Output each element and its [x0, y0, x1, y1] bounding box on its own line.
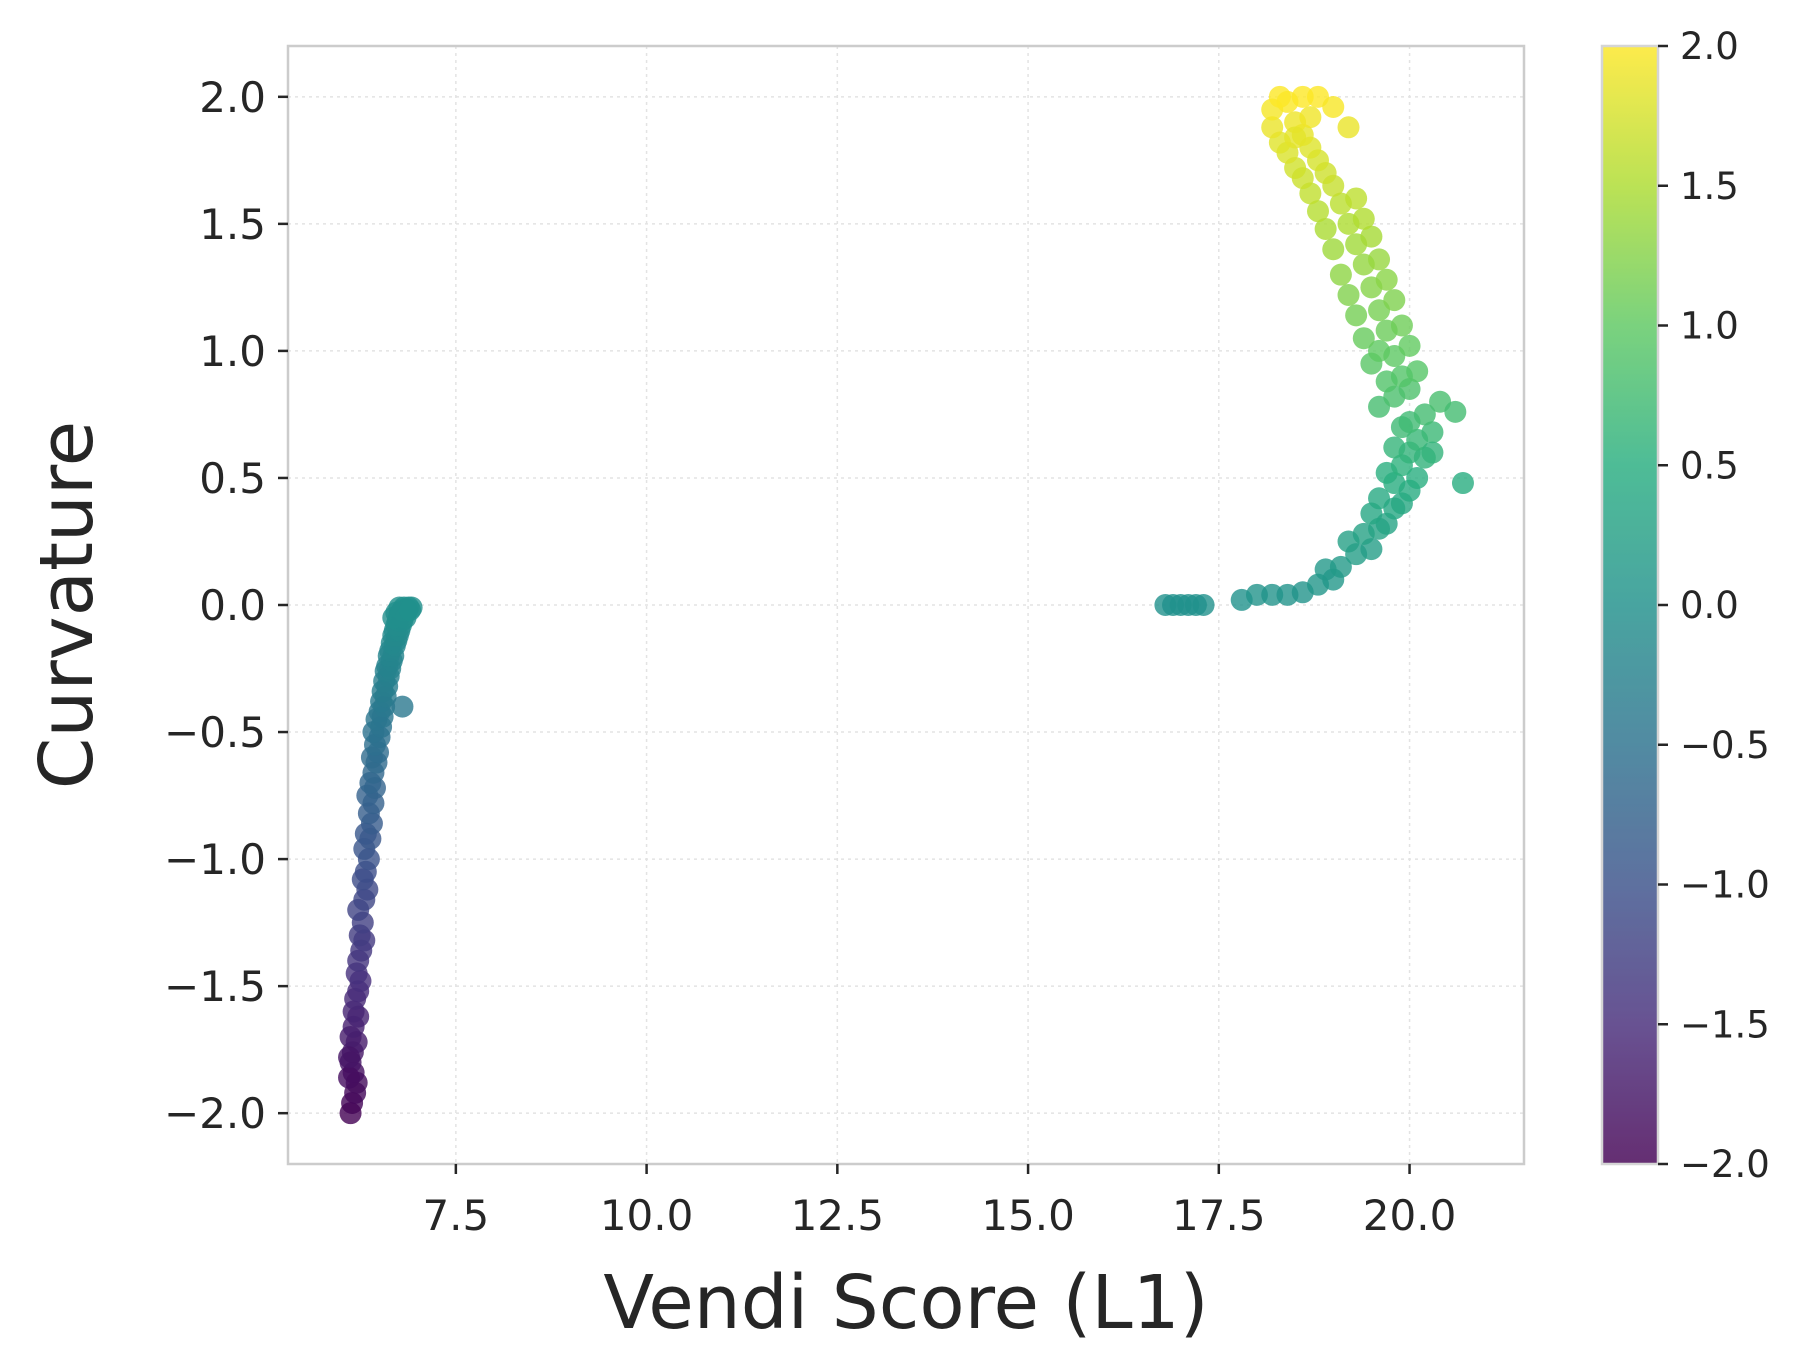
scatter-point: [1299, 106, 1322, 129]
scatter-point: [1268, 85, 1291, 108]
y-tick-label: 0.0: [199, 581, 266, 630]
x-axis-title: Vendi Score (L1): [603, 1260, 1208, 1346]
scatter-point: [1368, 248, 1391, 271]
scatter-point: [1261, 116, 1284, 139]
scatter-point: [1261, 583, 1284, 606]
scatter-point: [1329, 555, 1352, 578]
scatter-point: [1368, 487, 1391, 510]
scatter-point: [1360, 225, 1383, 248]
scatter-point: [338, 1066, 361, 1089]
data-points: [338, 85, 1474, 1125]
x-tick-label: 12.5: [791, 1191, 885, 1240]
scatter-point: [1345, 187, 1368, 210]
scatter-point: [1307, 200, 1329, 223]
colorbar-tick-label: 1.0: [1680, 305, 1739, 348]
y-tick-label: −1.0: [164, 835, 266, 884]
scatter-point: [1322, 238, 1345, 261]
scatter-point: [1245, 583, 1268, 606]
scatter-point: [1413, 403, 1436, 426]
scatter-point: [1398, 334, 1421, 357]
scatter-point: [1383, 289, 1406, 312]
y-tick-label: 2.0: [199, 73, 266, 122]
scatter-point: [400, 596, 423, 619]
scatter-point: [1314, 217, 1337, 240]
scatter-point: [338, 1046, 361, 1069]
y-tick-label: −1.5: [164, 962, 266, 1011]
scatter-point: [1421, 441, 1444, 464]
x-tick-label: 17.5: [1172, 1191, 1266, 1240]
y-tick-label: 1.5: [199, 200, 266, 249]
y-axis-ticks: −2.0 −1.5 −1.0 −0.5 0.0 0.5 1.0 1.5 2.0: [164, 73, 288, 1138]
colorbar: [1600, 44, 1660, 1166]
scatter-point: [1337, 284, 1360, 307]
scatter-point: [1322, 95, 1345, 118]
scatter-point: [1368, 339, 1391, 362]
scatter-point: [1284, 126, 1307, 149]
scatter-point: [1383, 436, 1406, 459]
colorbar-tick-label: −2.0: [1680, 1143, 1770, 1186]
scatter-point: [1352, 207, 1375, 230]
y-axis-title: Curvature: [24, 421, 110, 789]
scatter-point: [1451, 472, 1474, 495]
colorbar-tick-label: 0.0: [1680, 584, 1739, 627]
y-tick-label: 1.0: [199, 327, 266, 376]
x-tick-label: 15.0: [981, 1191, 1075, 1240]
scatter-point: [1444, 400, 1467, 423]
scatter-point: [1421, 421, 1444, 444]
scatter-point: [1352, 327, 1375, 350]
scatter-point: [1329, 263, 1352, 286]
y-tick-label: −0.5: [164, 708, 266, 757]
scatter-point: [1345, 304, 1368, 327]
colorbar-tick-label: −0.5: [1680, 724, 1770, 767]
colorbar-tick-label: −1.5: [1680, 1003, 1770, 1046]
scatter-point: [1390, 314, 1413, 337]
colorbar-ticks: −2.0 −1.5 −1.0 −0.5 0.0 0.5 1.0 1.5 2.0: [1658, 25, 1770, 1186]
x-tick-label: 10.0: [600, 1191, 694, 1240]
scatter-point: [1375, 268, 1398, 291]
scatter-point: [1406, 466, 1429, 489]
scatter-point: [1291, 85, 1314, 108]
colorbar-tick-label: 0.5: [1680, 444, 1739, 487]
scatter-point: [1337, 116, 1360, 139]
scatter-point: [391, 695, 414, 718]
colorbar-tick-label: 2.0: [1680, 25, 1739, 68]
colorbar-tick-label: 1.5: [1680, 165, 1739, 208]
x-axis-ticks: 7.5 10.0 12.5 15.0 17.5 20.0: [422, 1164, 1456, 1240]
y-tick-label: −2.0: [164, 1089, 266, 1138]
scatter-point: [1192, 594, 1215, 616]
y-tick-label: 0.5: [199, 454, 266, 503]
scatter-point: [1406, 360, 1429, 383]
colorbar-tick-label: −1.0: [1680, 864, 1770, 907]
x-tick-label: 20.0: [1363, 1191, 1457, 1240]
x-tick-label: 7.5: [422, 1191, 489, 1240]
